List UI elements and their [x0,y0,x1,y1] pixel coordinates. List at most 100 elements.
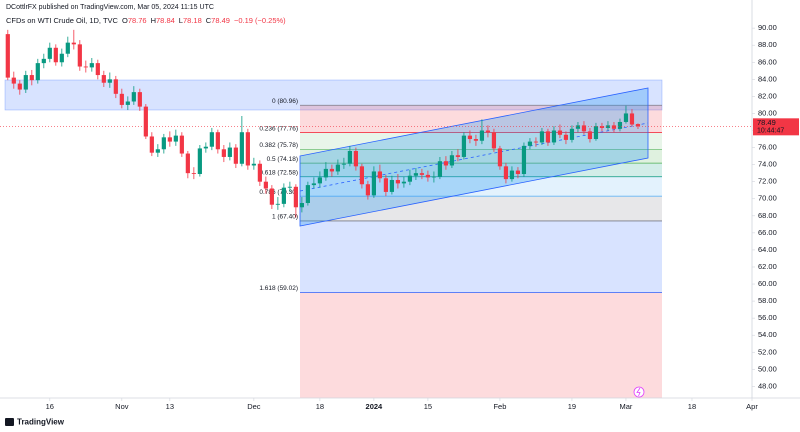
candle-body [347,150,352,164]
candle-body [533,141,539,143]
fib-zone [300,149,662,164]
candle-body [437,161,443,177]
candle-body [359,166,364,185]
y-tick-label: 48.00 [758,381,777,390]
fib-label: 0.5 (74.18) [267,156,298,163]
candle-body [53,47,58,63]
candle-body [251,163,256,166]
candle-body [449,155,455,166]
candle-body [233,147,238,164]
candle-body [161,137,166,150]
x-tick-label: 18 [316,402,324,411]
y-tick-label: 88.00 [758,40,777,49]
candle-body [575,125,581,129]
candle-body [509,170,515,180]
candles [0,29,752,218]
symbol-title: CFDs on WTI Crude Oil, 1D, TVC [6,16,119,25]
candle-body [377,171,383,179]
candle-body [221,149,226,157]
candle-body [461,135,467,157]
candle-body [383,178,389,192]
candle-body [17,83,22,90]
y-tick-label: 54.00 [758,330,777,339]
candle-body [149,136,154,153]
change: −0.19 (−0.25%) [234,16,286,25]
y-tick-label: 68.00 [758,211,777,220]
candle-body [11,77,16,84]
candle-body [629,113,635,125]
candle-body [101,75,106,83]
candle-body [107,79,112,83]
x-tick-label: 2024 [366,402,384,411]
fib-zone [300,220,662,293]
candle-body [311,183,316,186]
candle-body [173,135,178,142]
candle-body [353,150,358,167]
y-tick-label: 56.00 [758,313,777,322]
event-icon-bolt [636,387,641,397]
candle-body [185,153,190,174]
candle-body [203,146,208,149]
fib-label: 0.382 (75.78) [259,142,298,149]
candle-body [47,47,52,59]
candle-body [65,42,70,54]
candle-body [419,173,425,175]
candle-body [239,132,244,164]
axes: 48.00 50.00 52.00 54.00 56.00 58.00 60.00 62.00… [0,0,800,411]
candle-body [467,135,473,140]
ohlc-value: 78.84 [156,16,175,25]
candle-body [179,135,184,154]
last-price-tag [753,118,799,136]
fib-label: 1 (67.40) [272,214,298,221]
candle-body [491,132,497,149]
candle-body [599,126,605,128]
fib-label: 0.618 (72.58) [259,169,298,176]
candle-body [443,161,449,166]
y-tick-label: 52.00 [758,347,777,356]
candle-body [137,92,142,107]
candle-body [581,125,587,132]
y-tick-label: 64.00 [758,245,777,254]
x-tick-label: 16 [46,402,54,411]
candle-body [77,44,82,67]
candle-body [563,134,569,140]
x-tick-label: 19 [568,402,576,411]
candle-body [275,203,280,205]
candle-body [401,181,407,184]
candle-body [389,179,395,192]
candle-body [431,176,437,178]
candle-body [587,131,593,140]
candle-body [155,149,160,153]
candle-body [317,177,322,184]
candle-body [119,93,124,105]
event-icon[interactable] [633,386,645,398]
candle-body [515,170,521,175]
y-tick-label: 84.00 [758,74,777,83]
candle-body [635,124,641,127]
y-tick-label: 80.00 [758,108,777,117]
candle-body [29,75,34,81]
candle-body [407,175,413,182]
x-tick-label: Feb [493,402,506,411]
candle-body [245,132,250,166]
brand: TradingView [17,418,65,427]
x-tick-label: Dec [247,402,261,411]
y-tick-label: 82.00 [758,91,777,100]
candle-body [593,126,599,140]
candle-body [473,139,479,141]
candle-body [551,130,557,143]
candle-body [191,173,196,175]
candle-body [35,63,40,81]
candle-body [293,186,298,208]
candle-body [5,34,10,78]
x-tick-label: Nov [115,402,129,411]
candle-body [539,131,545,143]
candle-body [59,53,64,63]
candle-body [617,121,623,129]
candle-body [329,168,334,172]
candle-body [623,113,629,122]
candle-body [131,92,136,102]
candle-body [89,63,94,68]
fib-zone [300,196,662,221]
